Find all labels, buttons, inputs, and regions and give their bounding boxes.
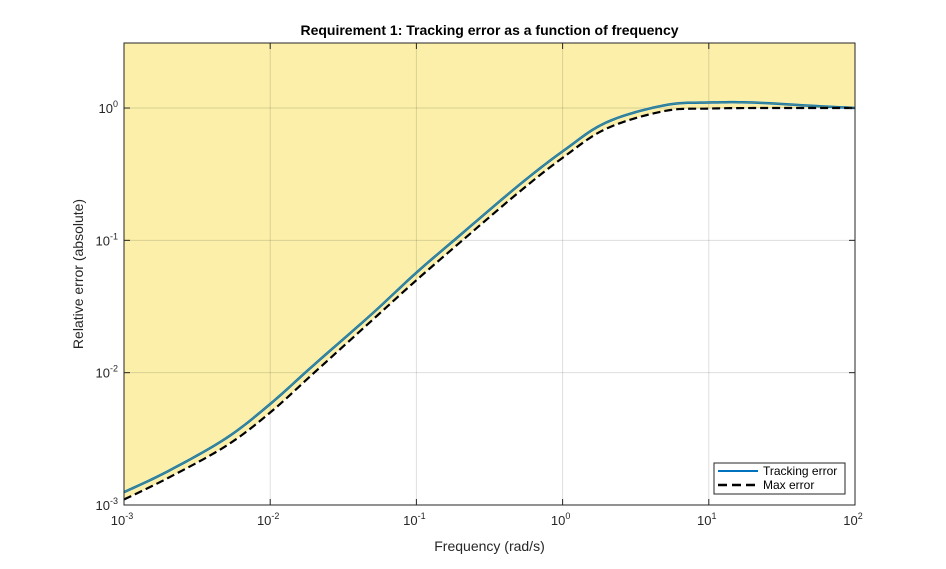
tick-label: 102 <box>843 511 862 528</box>
tick-label: 10-3 <box>96 496 118 513</box>
grid <box>124 43 855 505</box>
y-tick-labels: 10-3 10-2 10-1 100 <box>96 99 118 513</box>
tick-marks <box>123 43 856 506</box>
series-line-max-error <box>123 106 855 501</box>
tick-label: 10-1 <box>403 511 425 528</box>
series-line-tracking-error-overlay <box>123 101 856 493</box>
chart-title: Requirement 1: Tracking error as a funct… <box>300 22 678 38</box>
tick-label: 100 <box>99 99 118 116</box>
tick-label: 10-3 <box>111 511 133 528</box>
tick-label: 100 <box>551 511 570 528</box>
legend-box <box>713 462 846 495</box>
infeasible-region <box>124 43 855 500</box>
x-tick-labels: 10-3 10-2 10-1 100 101 102 <box>111 511 863 528</box>
tick-label: 10-2 <box>257 511 279 528</box>
y-axis-title: Relative error (absolute) <box>70 199 86 349</box>
tick-label: 10-2 <box>96 364 118 381</box>
tick-label: 10-1 <box>96 231 118 248</box>
plot-frame <box>123 42 856 506</box>
series-lines <box>123 100 856 501</box>
legend-label-tracking-error: Tracking error <box>763 464 837 478</box>
x-axis-title: Frequency (rad/s) <box>434 538 544 554</box>
legend[interactable]: Tracking error Max error <box>713 462 846 495</box>
tick-label: 101 <box>697 511 716 528</box>
legend-label-max-error: Max error <box>763 478 814 492</box>
